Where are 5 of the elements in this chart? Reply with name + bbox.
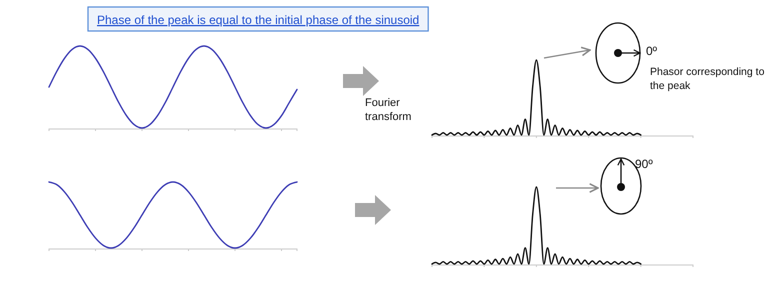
text: Fourier transform <box>365 97 412 123</box>
text: 90º <box>635 157 654 171</box>
chart-title: Phase of the peak is equal to the initial phase of the sinusoid <box>97 13 420 27</box>
annotation: Phasor corresponding to the peak <box>650 66 765 92</box>
text: 0º <box>646 44 658 58</box>
